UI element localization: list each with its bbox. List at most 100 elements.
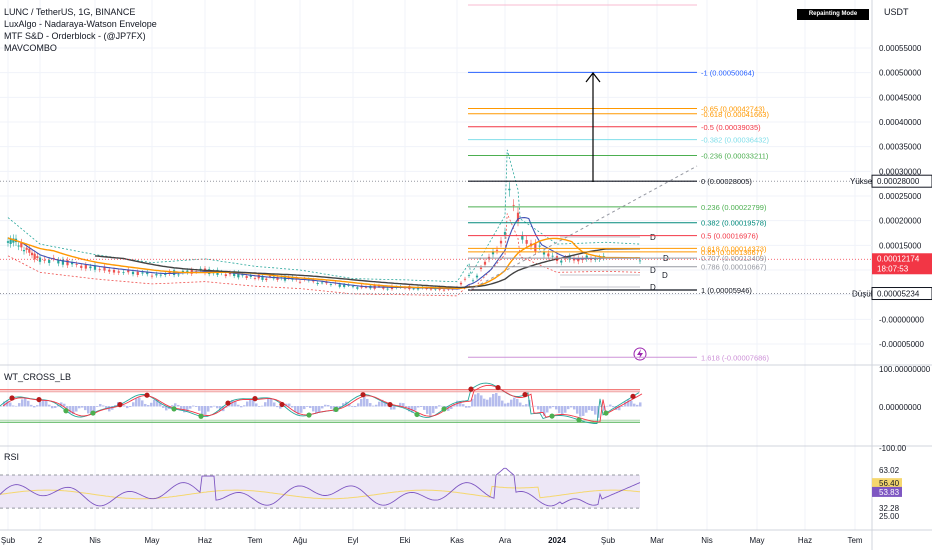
wt-histogram-bar	[258, 406, 261, 407]
indicator-orderblock[interactable]: MTF S&D - Orderblock - (@JP7FX)	[4, 31, 146, 41]
wt-histogram-bar	[30, 404, 33, 407]
candle-body	[585, 255, 588, 259]
wt-histogram-bar	[543, 406, 546, 416]
candle-body	[103, 266, 106, 271]
candle-body	[245, 276, 248, 278]
wt-histogram-bar	[549, 406, 552, 409]
wt-cross-dot	[360, 392, 366, 398]
wt-cross-dot	[252, 396, 258, 402]
rsi-ma-tag	[872, 478, 902, 489]
wt-histogram-bar	[630, 400, 633, 407]
wt-histogram-bar	[234, 401, 237, 407]
wt-cross-dot	[441, 406, 447, 412]
indicator-mavcombo[interactable]: MAVCOMBO	[4, 43, 57, 53]
fibonacci-retracement: -1 (0.00050064) -0.65 (0.00042743)-0.618 …	[468, 4, 769, 362]
candle-body	[364, 287, 368, 288]
time-axis-label: May	[144, 536, 159, 545]
wt-histogram-bar	[60, 402, 63, 407]
time-axis-label: Haz	[198, 536, 212, 545]
wt-tick-label: 100.00000000	[879, 365, 931, 374]
wt-histogram-bar	[621, 406, 624, 407]
wt-histogram-bar	[24, 398, 27, 407]
wt-histogram-bar	[435, 406, 438, 409]
wt-histogram-bar	[174, 403, 177, 407]
wt-histogram-bar	[507, 402, 510, 407]
ma-black	[94, 248, 641, 289]
lightning-icon	[633, 347, 647, 361]
wt-histogram-bar	[558, 406, 561, 414]
candle-body	[459, 282, 463, 285]
wt-histogram-bar	[480, 395, 483, 407]
candle-body	[386, 288, 389, 290]
wt-histogram-bar	[534, 405, 537, 407]
wt-histogram-bar	[252, 399, 255, 407]
wt-histogram-bar	[210, 406, 213, 408]
candle-body	[475, 275, 479, 278]
wt-histogram-bar	[159, 402, 162, 407]
current-price-tag	[872, 253, 932, 275]
symbol-title[interactable]: LUNC / TetherUS, 1G, BINANCE	[4, 7, 136, 17]
wt-histogram-bar	[420, 406, 423, 407]
time-axis-label: Nis	[89, 536, 101, 545]
wt-histogram-bar	[357, 403, 360, 407]
candle-body	[416, 287, 420, 290]
indicator-nadaraya[interactable]: LuxAlgo - Nadaraya-Watson Envelope	[4, 19, 157, 29]
wt-histogram-bar	[468, 406, 471, 408]
candle-body	[495, 249, 499, 251]
candle-body	[551, 255, 554, 257]
wt-histogram-bar	[27, 400, 30, 407]
rsi-tick-label: 32.28	[879, 504, 900, 513]
time-axis-label: Haz	[798, 536, 812, 545]
currency-selector[interactable]: USDT	[884, 7, 909, 17]
time-axis-label: Eyl	[347, 536, 358, 545]
time-axis-label: Mar	[650, 536, 664, 545]
wt-histogram-bar	[165, 406, 168, 411]
candle-body	[155, 274, 158, 276]
wt-histogram-bar	[540, 406, 543, 413]
candle-body	[560, 260, 563, 263]
wt-histogram-bar	[0, 406, 3, 407]
candle-body	[43, 259, 46, 261]
candle-body	[89, 266, 92, 269]
candle-body	[516, 212, 520, 222]
wt-histogram-bar	[348, 403, 351, 407]
wt-histogram-bar	[609, 404, 612, 407]
wt-histogram-bar	[588, 406, 591, 411]
wt-histogram-bar	[504, 403, 507, 407]
candle-body	[233, 272, 236, 277]
candle-body	[237, 272, 240, 278]
wt-cross-dot	[144, 392, 150, 398]
wt-histogram-bar	[363, 396, 366, 407]
wt-histogram-bar	[450, 406, 453, 409]
rsi-pane-title[interactable]: RSI	[4, 452, 20, 462]
wt-histogram-bar	[501, 400, 504, 407]
candle-body	[186, 270, 189, 273]
candle-body	[80, 265, 83, 268]
candle-body	[343, 284, 346, 287]
wt-histogram-bar	[102, 405, 105, 407]
wt-histogram-bar	[561, 406, 564, 415]
candle-body	[503, 232, 507, 235]
time-axis-label: Nis	[701, 536, 713, 545]
wt-tick-label: -100.00	[879, 444, 907, 453]
wt-histogram-bar	[441, 405, 444, 407]
time-axis-label: 2	[38, 536, 43, 545]
wt-pane-title[interactable]: WT_CROSS_LB	[4, 372, 72, 382]
price-pane: DDDDD	[0, 149, 872, 361]
wt-histogram-bar	[189, 406, 192, 409]
orderblock-tag: D	[650, 233, 656, 242]
wt-histogram-bar	[132, 402, 135, 407]
wt-histogram-bar	[183, 406, 186, 413]
wt-histogram-bar	[36, 405, 39, 407]
wt-cross-dot	[333, 406, 339, 412]
candle-body	[168, 271, 171, 274]
wt-histogram-bar	[465, 406, 468, 408]
price-tick-label: 0.00020000	[879, 217, 922, 226]
candle-body	[347, 285, 350, 286]
wt-histogram-bar	[297, 406, 300, 415]
wt-histogram-bar	[582, 406, 585, 416]
candle-body	[351, 286, 355, 288]
orderblock-tag: D	[650, 266, 656, 275]
wt2-line	[2, 384, 643, 423]
wt-histogram-bar	[495, 393, 498, 407]
